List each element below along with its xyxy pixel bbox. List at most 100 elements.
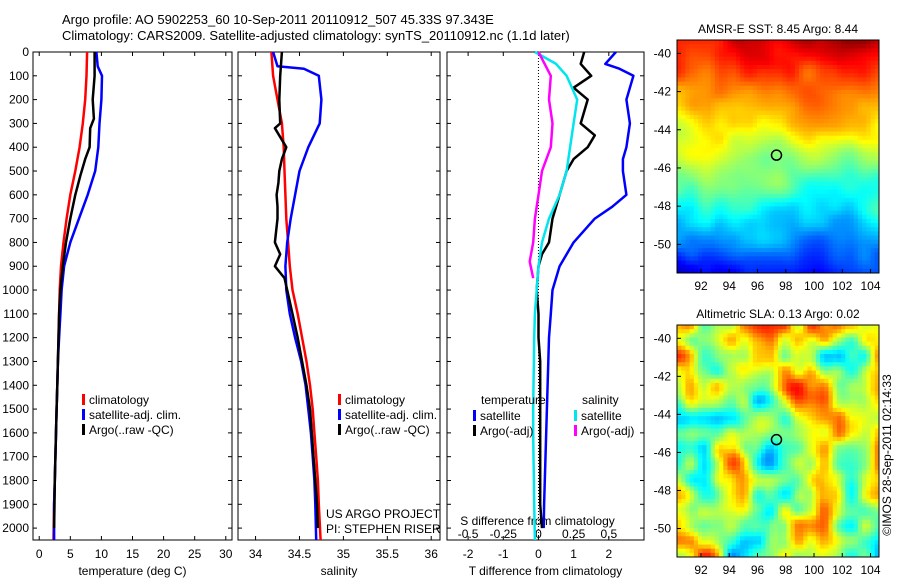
heatmap-cell — [752, 354, 758, 359]
heatmap-cell — [698, 223, 703, 228]
heatmap-cell — [832, 152, 838, 157]
heatmap-cell — [677, 193, 682, 199]
heatmap-cell — [786, 494, 792, 500]
heatmap-cell — [693, 52, 699, 58]
heatmap-cell — [769, 461, 775, 467]
heatmap-cell — [870, 106, 876, 112]
heatmap-cell — [702, 349, 707, 355]
heatmap-cell — [824, 260, 829, 266]
heatmap-cell — [836, 135, 842, 141]
heatmap-cell — [849, 60, 855, 66]
heatmap-cell — [706, 189, 712, 195]
heatmap-cell — [719, 445, 724, 450]
heatmap-cell — [849, 98, 855, 103]
heatmap-cell — [778, 144, 783, 149]
heatmap-cell — [820, 252, 825, 257]
heatmap-cell — [820, 239, 825, 245]
y-tick-label: 0 — [22, 45, 29, 59]
heatmap-cell — [862, 486, 867, 492]
heatmap-cell — [870, 407, 876, 413]
heatmap-cell — [748, 89, 754, 95]
heatmap-cell — [870, 374, 876, 380]
heatmap-cell — [677, 239, 682, 245]
heatmap-cell — [744, 482, 749, 487]
heatmap-cell — [820, 110, 825, 116]
heatmap-cell — [803, 424, 808, 429]
heatmap-cell — [820, 164, 825, 170]
heatmap-cell — [710, 399, 716, 405]
heatmap-cell — [836, 248, 842, 253]
heatmap-cell — [807, 358, 813, 363]
heatmap-cell — [832, 144, 838, 149]
heatmap-cell — [710, 69, 716, 74]
heatmap-cell — [845, 494, 850, 500]
y-tick-label: 2000 — [2, 521, 29, 535]
heatmap-cell — [862, 164, 867, 170]
heatmap-cell — [761, 239, 766, 245]
heatmap-cell — [706, 341, 712, 347]
heatmap-cell — [799, 218, 804, 224]
heatmap-cell — [874, 256, 880, 261]
heatmap-cell — [782, 231, 787, 236]
heatmap-cell — [820, 465, 825, 471]
heatmap-cell — [702, 81, 707, 87]
heatmap-cell — [807, 248, 813, 253]
heatmap-cell — [773, 160, 779, 166]
heatmap-cell — [689, 333, 695, 338]
heatmap-cell — [870, 110, 876, 116]
heatmap-cell — [765, 160, 770, 166]
heatmap-cell — [778, 89, 783, 95]
heatmap-cell — [836, 337, 842, 342]
heatmap-cell — [748, 441, 754, 446]
heatmap-cell — [719, 123, 724, 128]
heatmap-cell — [719, 378, 724, 384]
heatmap-cell — [773, 490, 779, 496]
heatmap-cell — [866, 416, 871, 421]
x-tick-label: 1 — [570, 547, 577, 561]
heatmap-cell — [702, 416, 707, 421]
heatmap-cell — [815, 345, 821, 351]
heatmap-cell — [702, 48, 707, 53]
legend-label: satellite-adj. clim. — [345, 408, 437, 422]
heatmap-cell — [841, 202, 846, 207]
heatmap-cell — [748, 432, 754, 438]
heatmap-cell — [841, 407, 846, 413]
heatmap-cell — [786, 378, 792, 384]
heatmap-cell — [677, 210, 682, 216]
heatmap-cell — [769, 235, 775, 241]
heatmap-cell — [824, 48, 829, 53]
heatmap-cell — [799, 383, 804, 388]
heatmap-cell — [710, 341, 716, 347]
heatmap-cell — [765, 248, 770, 253]
heatmap-cell — [685, 465, 691, 471]
heatmap-cell — [685, 432, 691, 438]
heatmap-cell — [744, 395, 749, 400]
heatmap-cell — [874, 416, 880, 421]
heatmap-cell — [702, 428, 707, 434]
x-tick-label: 15 — [126, 547, 140, 561]
heatmap-cell — [685, 40, 691, 45]
heatmap-cell — [752, 248, 758, 253]
heatmap-cell — [723, 44, 728, 49]
heatmap-cell — [778, 252, 783, 257]
heatmap-cell — [677, 152, 682, 157]
heatmap-cell — [761, 89, 766, 95]
heatmap-cell — [677, 168, 682, 174]
heatmap-cell — [735, 333, 741, 338]
heatmap-cell — [710, 461, 716, 467]
heatmap-cell — [845, 185, 850, 191]
heatmap-cell — [820, 210, 825, 216]
heatmap-cell — [799, 333, 804, 338]
heatmap-cell — [773, 60, 779, 66]
heatmap-cell — [714, 156, 720, 162]
heatmap-cell — [836, 465, 842, 471]
heatmap-cell — [778, 168, 783, 174]
heatmap-cell — [778, 73, 783, 78]
heatmap-cell — [723, 395, 728, 400]
heatmap-cell — [828, 164, 834, 170]
heatmap-cell — [698, 231, 703, 236]
heatmap-cell — [756, 64, 762, 70]
heatmap-cell — [702, 64, 707, 70]
heatmap-cell — [706, 465, 712, 471]
heatmap-cell — [862, 85, 867, 91]
